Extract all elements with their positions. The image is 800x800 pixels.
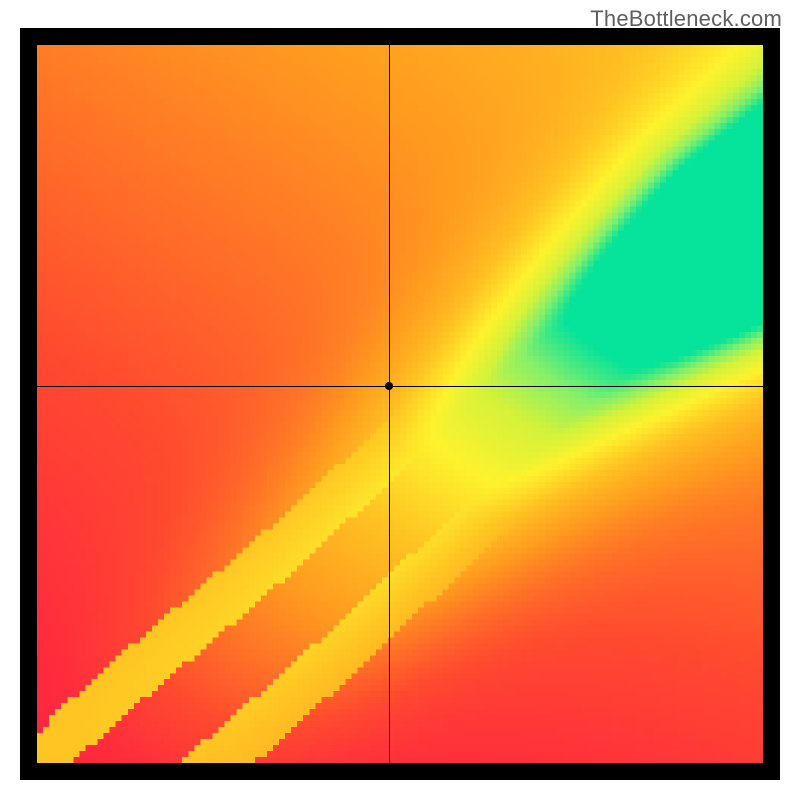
watermark-text: TheBottleneck.com [590, 6, 782, 32]
plot-area [20, 28, 780, 780]
chart-container: TheBottleneck.com [0, 0, 800, 800]
heatmap-canvas [37, 45, 763, 763]
